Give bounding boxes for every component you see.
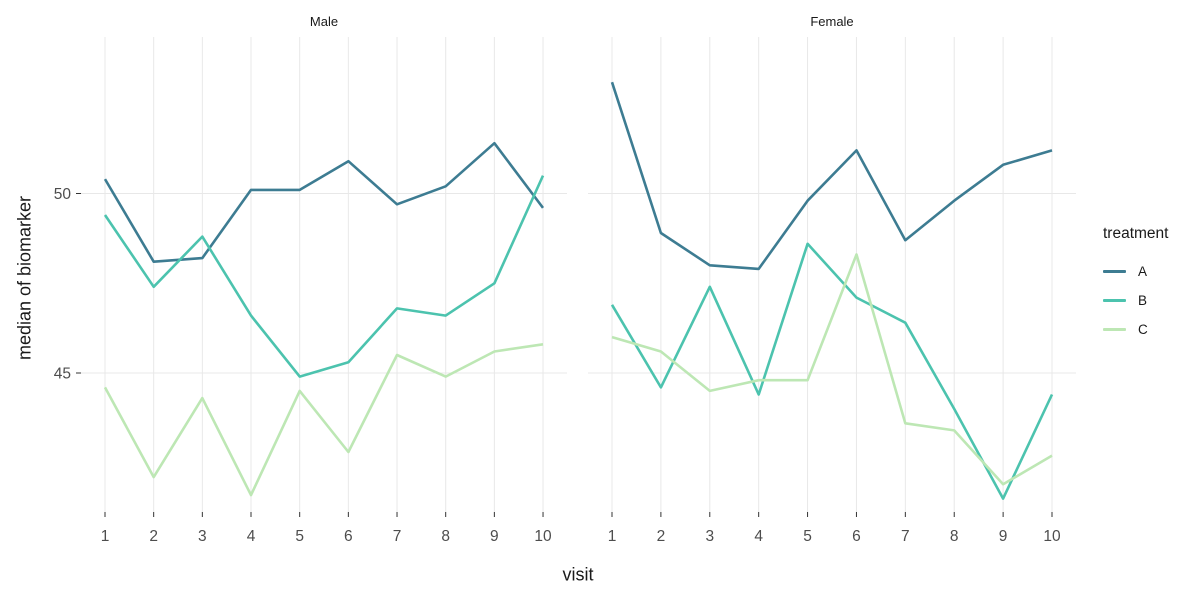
- facet-strip-female: Female: [810, 14, 854, 29]
- legend-item-a: A: [1103, 257, 1198, 286]
- series-line-a: [103, 141, 545, 264]
- series-line-a: [610, 81, 1053, 271]
- x-tick-label: 8: [441, 528, 450, 545]
- x-axis-title: visit: [562, 564, 594, 585]
- facet-strip-male: Male: [309, 14, 339, 29]
- y-tick-label: 50: [54, 186, 72, 203]
- x-tick-label: 3: [705, 528, 714, 545]
- x-tick-label: 2: [657, 528, 666, 545]
- y-tick-label: 45: [54, 366, 71, 383]
- legend-label-c: C: [1138, 322, 1148, 337]
- series-line-b: [610, 242, 1054, 500]
- x-tick-label: 10: [1043, 528, 1061, 545]
- x-tick-label: 7: [901, 528, 910, 545]
- x-tick-label: 1: [608, 528, 617, 545]
- legend-key-line-c-icon: [1103, 328, 1126, 331]
- series-line-c: [103, 343, 544, 497]
- legend-item-c: C: [1103, 315, 1198, 344]
- x-tick-label: 4: [247, 528, 256, 545]
- x-tick-label: 5: [295, 528, 304, 545]
- legend-title: treatment: [1103, 225, 1169, 242]
- x-tick-label: 7: [393, 528, 402, 545]
- x-tick-label: 8: [950, 528, 959, 545]
- x-tick-label: 1: [101, 528, 110, 545]
- legend-item-b: B: [1103, 286, 1198, 315]
- x-tick-label: 3: [198, 528, 207, 545]
- legend-key-line-a-icon: [1103, 270, 1126, 273]
- x-tick-label: 4: [754, 528, 763, 545]
- x-tick-label: 9: [490, 528, 499, 545]
- y-axis-title: median of biomarker: [14, 195, 35, 361]
- legend-key-line-b-icon: [1103, 299, 1126, 302]
- legend-label-a: A: [1138, 264, 1148, 279]
- legend: treatment A B C: [1103, 225, 1198, 344]
- series-line-c: [611, 253, 1053, 486]
- x-tick-label: 5: [803, 528, 812, 545]
- x-tick-label: 6: [344, 528, 353, 545]
- x-tick-label: 10: [534, 528, 552, 545]
- x-tick-label: 9: [999, 528, 1008, 545]
- legend-label-b: B: [1138, 293, 1148, 308]
- series-line-b: [103, 175, 545, 378]
- x-tick-label: 6: [852, 528, 861, 545]
- x-tick-label: 2: [149, 528, 158, 545]
